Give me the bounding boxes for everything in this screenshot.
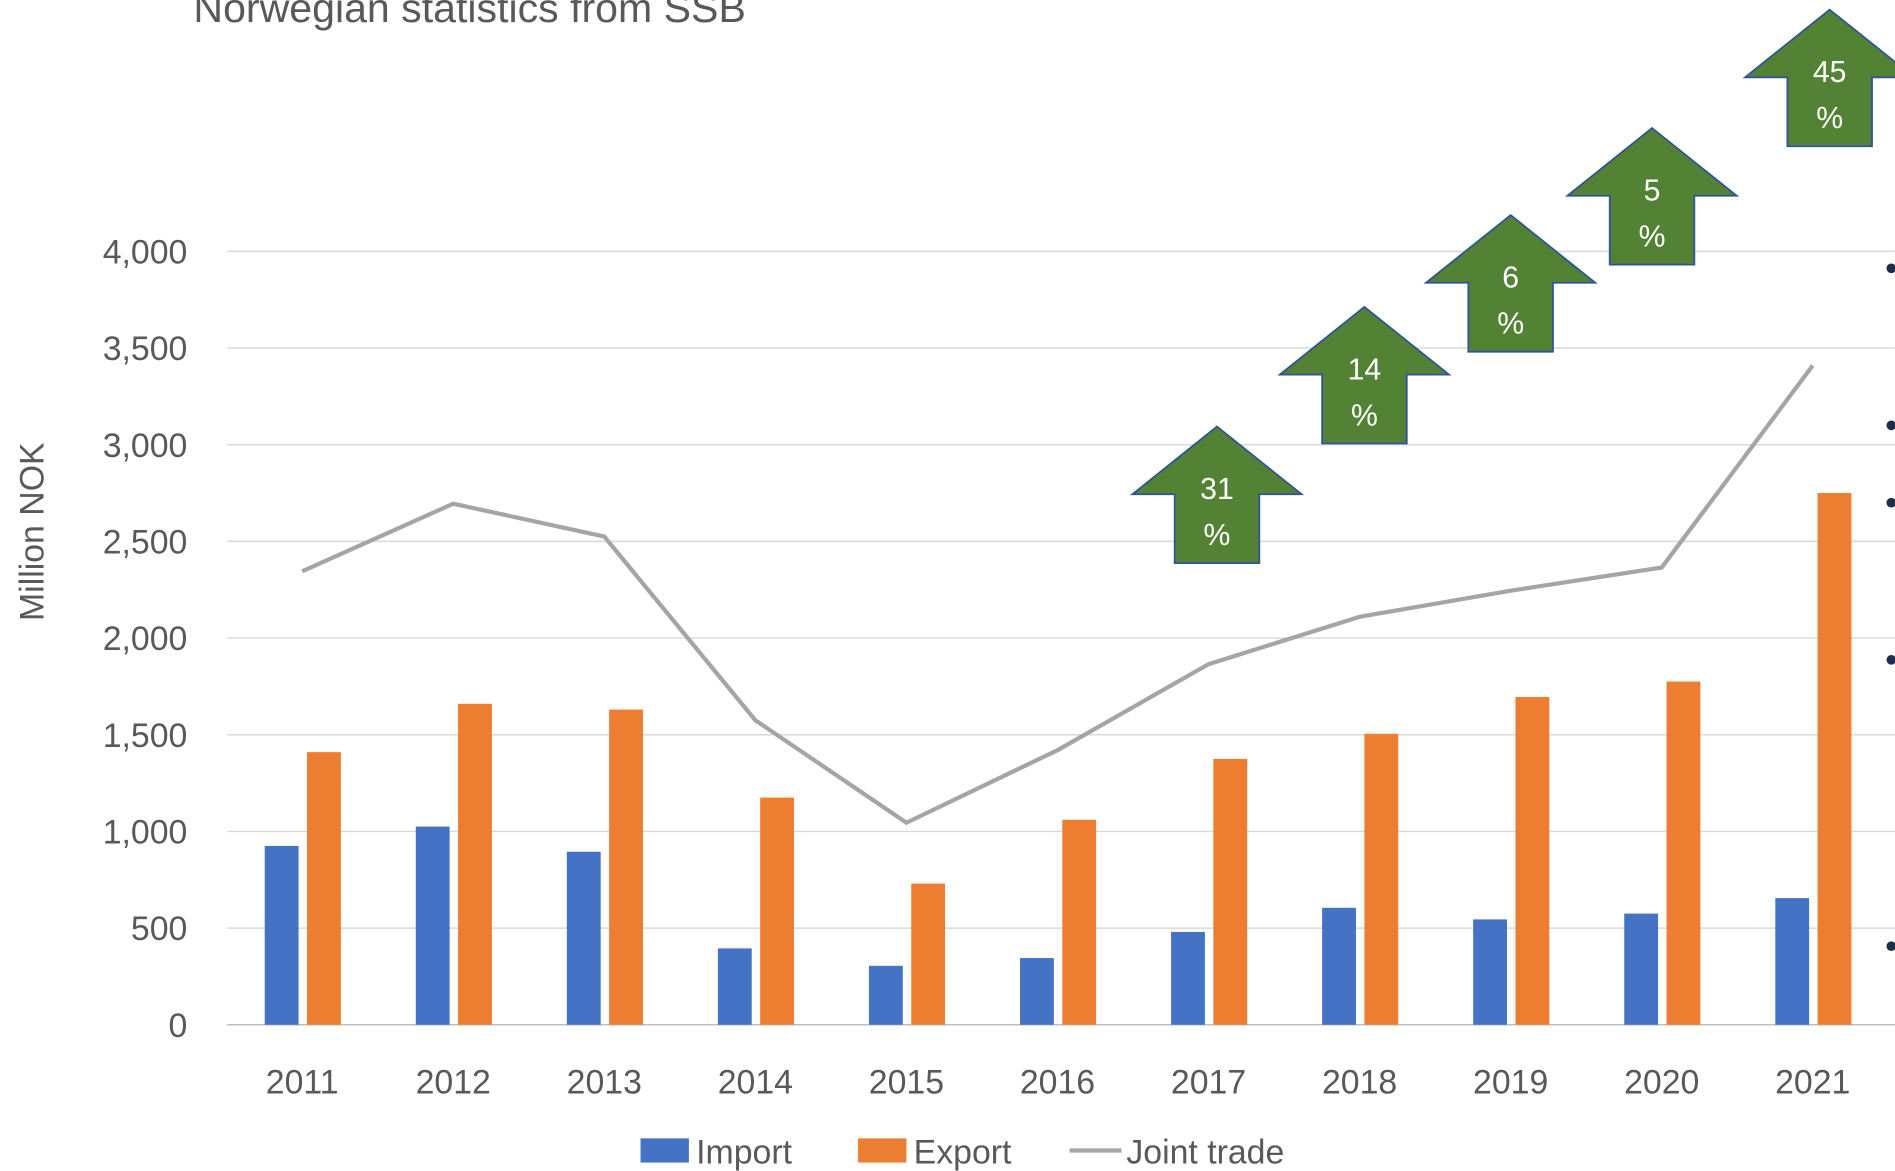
bar (264, 845, 299, 1025)
bar (1473, 919, 1508, 1025)
legend-swatch (640, 1138, 689, 1163)
bar (609, 709, 643, 1025)
x-tick-label: 2014 (718, 1064, 793, 1102)
chart-title: Norwegian statistics from SSB (193, 0, 745, 31)
bar (1817, 493, 1852, 1025)
y-tick-label: 2,000 (103, 620, 188, 658)
bar (911, 883, 946, 1025)
bar (1775, 898, 1810, 1025)
bar (1364, 733, 1399, 1025)
annotation: 5% (1639, 175, 1666, 254)
y-tick-label: 0 (169, 1007, 188, 1045)
annotation: 31% (1200, 473, 1234, 552)
bar (717, 948, 752, 1025)
bar (1020, 958, 1054, 1025)
bar (1322, 907, 1356, 1025)
bar (1624, 913, 1659, 1025)
bar (458, 703, 492, 1025)
y-tick-label: 2,500 (103, 523, 188, 561)
y-tick-label: 4,000 (103, 233, 188, 271)
legend-label: Import (696, 1134, 792, 1171)
x-tick-label: 2020 (1624, 1064, 1699, 1102)
annotation: 14% (1348, 353, 1382, 432)
x-tick-label: 2017 (1171, 1064, 1246, 1102)
x-tick-label: 2012 (416, 1064, 491, 1102)
bar (760, 797, 795, 1025)
bar (415, 826, 450, 1025)
y-tick-label: 3,000 (103, 427, 188, 465)
annotation: 45% (1813, 56, 1847, 135)
y-tick-label: 1,000 (103, 814, 188, 852)
x-tick-label: 2015 (869, 1064, 944, 1102)
y-tick-label: 500 (131, 910, 187, 948)
bar (1171, 931, 1205, 1025)
arrow-shape (1742, 8, 1895, 148)
line (301, 364, 1815, 826)
x-tick-label: 2018 (1322, 1064, 1397, 1102)
x-tick-label: 2011 (266, 1064, 339, 1102)
legend-swatch (858, 1138, 907, 1163)
legend-label: Export (914, 1134, 1012, 1171)
x-tick-label: 2016 (1020, 1064, 1095, 1102)
legend-label: Joint trade (1126, 1134, 1284, 1171)
y-tick-label: 3,500 (103, 330, 188, 368)
arrow-shape (1129, 425, 1305, 565)
bar (1515, 697, 1550, 1025)
side-bullets (1886, 263, 1895, 952)
x-tick-label: 2013 (567, 1064, 642, 1102)
arrow-shape (1564, 126, 1740, 266)
y-tick-label: 1,500 (103, 717, 188, 755)
bar (1213, 758, 1248, 1025)
bar (868, 965, 903, 1025)
annotation: 6% (1497, 262, 1524, 341)
bar (1666, 681, 1701, 1025)
x-tick-label: 2021 (1775, 1064, 1850, 1102)
x-tick-label: 2019 (1473, 1064, 1548, 1102)
arrow-shape (1277, 305, 1452, 445)
bar (1062, 819, 1097, 1025)
y-axis-label: Million NOK (14, 442, 52, 621)
bar (566, 851, 601, 1025)
arrow-shape (1423, 213, 1598, 353)
bar (307, 752, 341, 1025)
